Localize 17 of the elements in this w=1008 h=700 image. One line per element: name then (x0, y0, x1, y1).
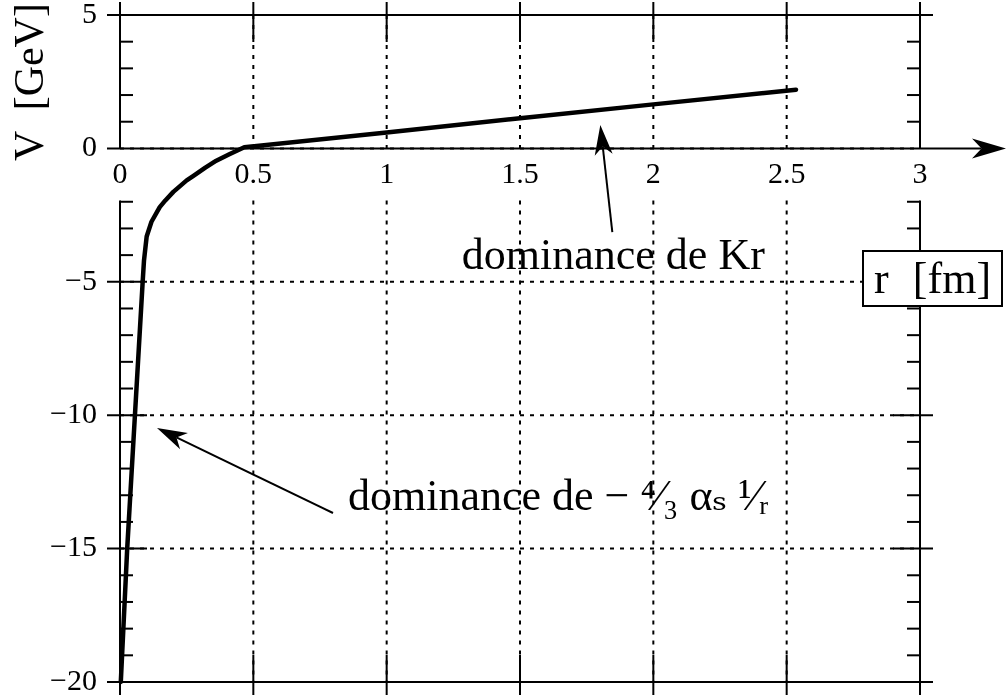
x-tick-label: 3 (912, 156, 928, 190)
x-tick-label: 2.5 (767, 156, 806, 190)
x-tick-label: 0 (112, 156, 128, 190)
y-tick-label: −5 (65, 262, 97, 296)
x-tick-label: 1.5 (501, 156, 539, 190)
y-axis-title: V [GeV] (6, 2, 52, 161)
x-axis-title: r [fm] (862, 250, 1004, 308)
x-tick-label: 2 (645, 156, 661, 190)
y-tick-label: 5 (82, 0, 97, 29)
x-tick-label: 0.5 (234, 156, 273, 190)
y-tick-label: −15 (50, 529, 97, 563)
y-tick-label: −20 (50, 662, 97, 696)
annotation: dominance de Kr (461, 230, 765, 280)
y-tick-label: 0 (82, 129, 97, 163)
annotation: dominance de − ⁴⁄₃ αₛ ¹⁄ᵣ (348, 471, 769, 520)
y-tick-label: −10 (50, 396, 97, 430)
x-tick-label: 1 (379, 156, 395, 190)
